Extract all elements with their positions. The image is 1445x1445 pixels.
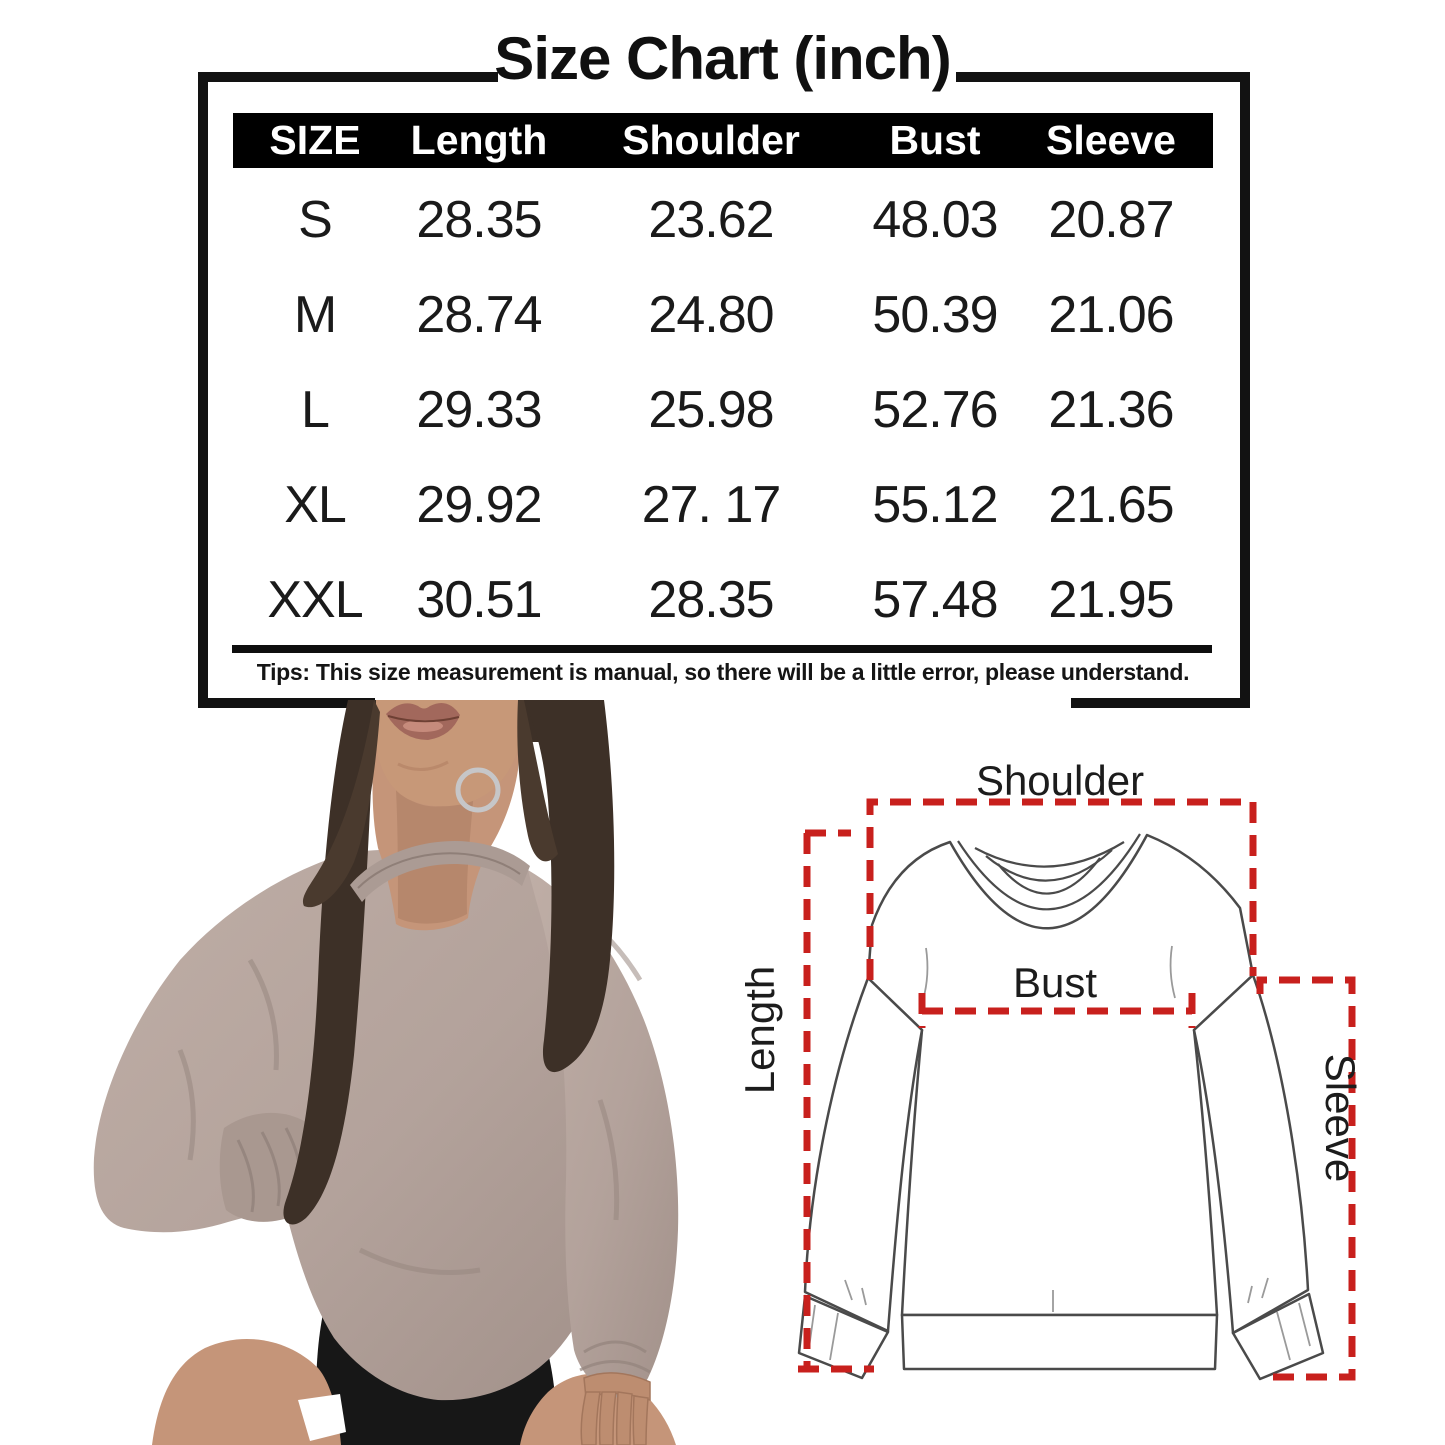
cell-bust: 57.48 <box>872 570 998 629</box>
frame-right <box>1240 72 1250 708</box>
cell-sleeve: 20.87 <box>1048 190 1174 249</box>
cell-sleeve: 21.65 <box>1048 475 1174 534</box>
table-bottom-rule <box>232 645 1212 653</box>
tips-text: Tips: This size measurement is manual, s… <box>256 659 1190 685</box>
cell-sleeve: 21.36 <box>1048 380 1174 439</box>
sleeve-measure-line <box>1256 976 1356 1381</box>
label-bust: Bust <box>1013 959 1097 1006</box>
cell-shoulder: 25.98 <box>648 380 774 439</box>
table-row: L 29.33 25.98 52.76 21.36 <box>233 362 1213 457</box>
table-row: XL 29.92 27. 17 55.12 21.65 <box>233 457 1213 552</box>
table-body: S 28.35 23.62 48.03 20.87 M 28.74 24.80 … <box>233 172 1213 647</box>
cell-length: 28.74 <box>416 285 542 344</box>
cell-length: 29.33 <box>416 380 542 439</box>
table-row: S 28.35 23.62 48.03 20.87 <box>233 172 1213 267</box>
table-header-row: SIZE Length Shoulder Bust Sleeve <box>233 113 1213 168</box>
model-face <box>376 700 524 807</box>
table-row: XXL 30.51 28.35 57.48 21.95 <box>233 552 1213 647</box>
shoulder-measure-line <box>866 798 1257 980</box>
cell-size: L <box>301 380 330 439</box>
page-title: Size Chart (inch) <box>494 25 951 92</box>
label-shoulder: Shoulder <box>976 757 1144 804</box>
cell-size: XXL <box>267 570 363 629</box>
length-measure-line <box>798 829 874 1373</box>
label-length: Length <box>745 966 783 1094</box>
hoop-earring-icon <box>455 767 501 813</box>
header-size: SIZE <box>269 117 361 163</box>
cell-shoulder: 24.80 <box>648 285 774 344</box>
left-thigh <box>152 1338 346 1445</box>
cell-bust: 50.39 <box>872 285 998 344</box>
frame-bottom-right <box>1071 698 1250 708</box>
cell-length: 30.51 <box>416 570 542 629</box>
measurement-diagram: Shoulder Bust Length Sleeve <box>745 757 1364 1381</box>
sweatshirt-outline <box>797 833 1325 1381</box>
collar-lines <box>957 833 1141 911</box>
collar-band <box>350 840 530 902</box>
collar-stitch <box>357 852 521 889</box>
cell-length: 29.92 <box>416 475 542 534</box>
cell-bust: 48.03 <box>872 190 998 249</box>
cell-sleeve: 21.06 <box>1048 285 1174 344</box>
cell-size: XL <box>284 475 347 534</box>
label-sleeve: Sleeve <box>1317 1054 1364 1182</box>
frame-bottom-left <box>198 698 375 708</box>
cell-shoulder: 27. 17 <box>641 475 782 534</box>
header-length: Length <box>410 117 548 163</box>
measure-lines <box>798 798 1356 1381</box>
cell-shoulder: 28.35 <box>648 570 774 629</box>
header-shoulder: Shoulder <box>622 117 800 163</box>
model-hand <box>580 1372 651 1445</box>
frame-top-left <box>198 72 498 82</box>
cell-sleeve: 21.95 <box>1048 570 1174 629</box>
table-row: M 28.74 24.80 50.39 21.06 <box>233 267 1213 362</box>
hair-front-strands <box>302 700 558 908</box>
header-sleeve: Sleeve <box>1046 117 1176 163</box>
cell-shoulder: 23.62 <box>648 190 774 249</box>
bust-measure-line <box>918 993 1196 1028</box>
cell-bust: 55.12 <box>872 475 998 534</box>
cell-bust: 52.76 <box>872 380 998 439</box>
cell-size: M <box>293 285 337 344</box>
cell-length: 28.35 <box>416 190 542 249</box>
ripped-patch <box>298 1394 346 1441</box>
frame-left <box>198 72 208 708</box>
model-photo <box>93 700 679 1445</box>
header-bust: Bust <box>889 117 981 163</box>
cell-size: S <box>298 190 333 249</box>
frame-top-right <box>956 72 1250 82</box>
